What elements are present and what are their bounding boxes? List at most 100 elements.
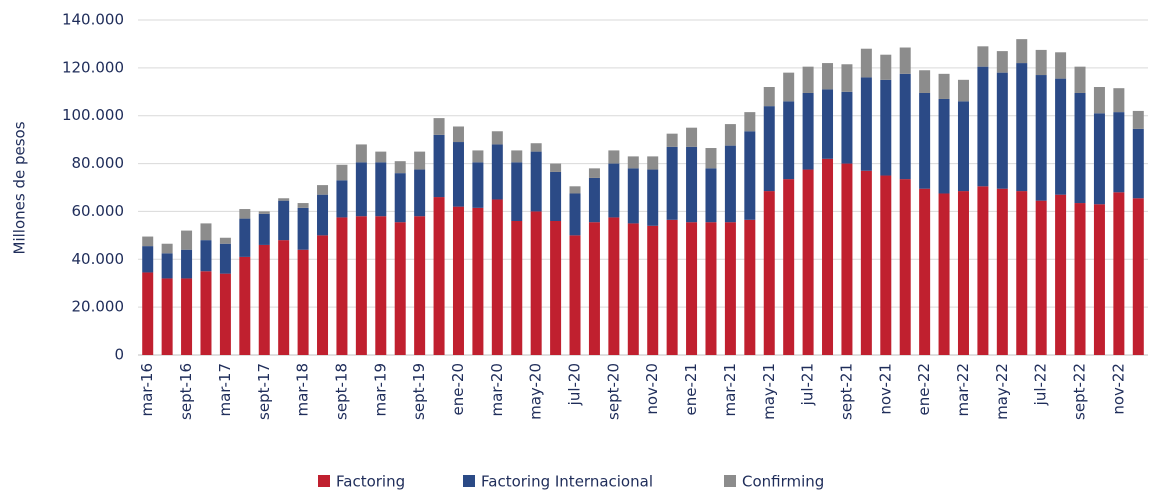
bar-segment [860,48,872,78]
bar-segment [627,156,639,169]
bar-segment [258,244,270,355]
bar-segment [957,191,969,355]
bar-segment [841,163,853,355]
bar-segment [1132,110,1144,129]
x-tick-label: mar-20 [488,363,506,417]
y-axis-label: Millones de pesos [11,121,29,254]
x-tick-label: nov-20 [643,363,661,415]
bar-segment [278,200,290,241]
bar-segment [219,243,231,274]
bar-segment [336,180,348,218]
bar-segment [433,134,445,198]
bar-segment [822,158,834,355]
bar-segment [317,194,329,236]
bar-segment [161,243,173,254]
bar-segment [724,222,736,355]
bar-segment [375,151,387,163]
bar-segment [899,73,911,180]
bar-segment [841,91,853,164]
bar-segment [744,131,756,220]
x-tick-label: mar-19 [371,363,389,417]
bar-segment [899,47,911,74]
bar-segment [802,66,814,93]
x-tick-label: ene-21 [682,363,700,415]
bar-segment [1093,113,1105,205]
bar-segment [511,162,523,221]
bar-segment [336,217,348,355]
bar-segment [608,217,620,355]
bar-segment [938,73,950,99]
bar-segment [919,92,931,189]
x-tick-label: mar-22 [954,363,972,417]
bar-segment [1016,39,1028,64]
bar-segment [783,101,795,180]
bar-segment [627,168,639,224]
bar-segment [744,112,756,132]
bar-segment [511,221,523,355]
x-tick-label: may-21 [760,363,778,420]
bar-segment [1035,49,1047,76]
bar-segment [996,72,1008,189]
bar-segment [550,221,562,355]
bar-segment [550,163,562,172]
x-tick-label: nov-22 [1109,363,1127,415]
bar-segment [822,63,834,90]
bar-segment [414,169,426,217]
bar-segment [1016,63,1028,192]
bar-segment [1132,128,1144,199]
bar-segment [161,278,173,355]
bar-segment [724,145,736,223]
bar-segment [452,126,464,143]
bar-segment [297,249,309,355]
bar-segment [472,150,484,163]
x-tick-label: nov-21 [876,363,894,415]
bar-segment [394,161,406,174]
bar-segment [1055,52,1067,79]
x-tick-label: sept-17 [255,363,273,420]
bar-segment [608,163,620,218]
x-tick-label: may-22 [993,363,1011,420]
bar-segment [899,179,911,355]
bar-segment [355,162,367,217]
bar-segment [666,219,678,355]
bar-segment [647,169,659,226]
y-tick-label: 20.000 [72,298,125,316]
bar-segment [375,216,387,355]
x-tick-label: may-20 [527,363,545,420]
bar-segment [530,211,542,355]
bar-segment [1093,204,1105,355]
bar-segment [375,162,387,217]
bar-segment [414,151,426,170]
bar-segment [472,207,484,355]
bar-segment [1074,66,1086,93]
bar-segment [1035,200,1047,355]
bar-segment [957,101,969,192]
bar-segment [219,273,231,355]
legend-swatch [724,475,736,487]
bar-segment [394,222,406,355]
bar-segment [802,169,814,355]
bar-segment [860,77,872,171]
bar-segment [1074,203,1086,355]
bar-segment [181,249,193,279]
bar-segment [239,256,251,355]
x-tick-label: sept-19 [410,363,428,420]
bar-segment [841,64,853,92]
bar-segment [1074,92,1086,204]
bar-segment [705,168,717,223]
bar-segment [977,66,989,187]
bar-segment [724,124,736,146]
x-tick-label: jul-21 [799,363,817,406]
bar-segment [219,237,231,244]
bar-segment [1055,194,1067,355]
x-tick-label: jul-20 [566,363,584,406]
bar-segment [200,271,212,355]
bar-segment [763,106,775,192]
bar-segment [142,246,154,273]
x-tick-label: ene-22 [915,363,933,415]
bar-segment [142,272,154,355]
x-tick-label: sept-16 [177,363,195,420]
x-tick-label: ene-20 [449,363,467,415]
bar-segment [744,219,756,355]
bar-segment [1016,191,1028,355]
